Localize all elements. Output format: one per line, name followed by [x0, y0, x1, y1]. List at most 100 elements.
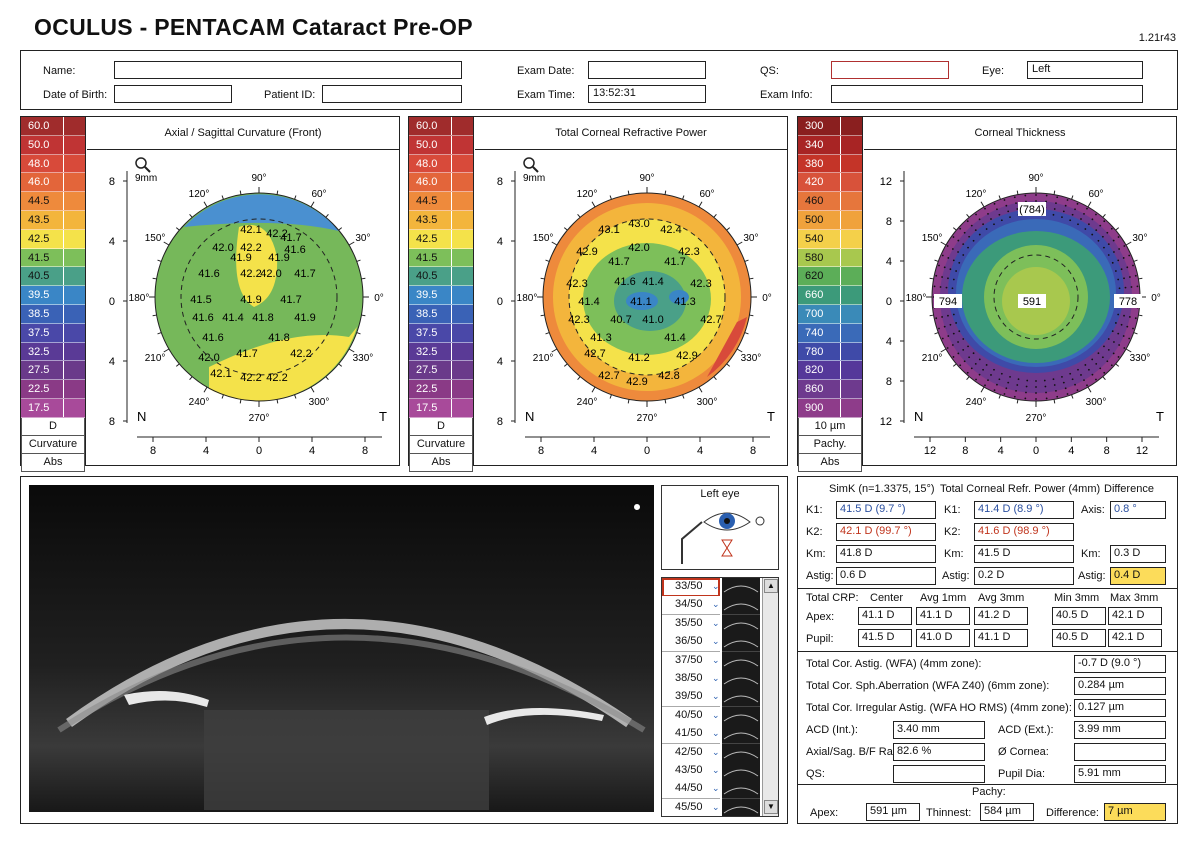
slice-thumbnail[interactable]	[722, 762, 760, 781]
color-scale[interactable]: 60.0 50.0 48.0 46.0 44.5 43.5 42.5 41.5 40.5 39.5…	[21, 117, 85, 472]
scale-step: 32.5	[409, 342, 473, 362]
scale-value: 500	[805, 213, 824, 226]
axis-tick-label: 8	[497, 416, 503, 428]
km-label: Km:	[806, 548, 826, 560]
scale-step: 38.5	[21, 304, 85, 324]
scale-step: 32.5	[21, 342, 85, 362]
axis-tick-label: 0	[256, 445, 262, 457]
slice-marker-icon: ⌄	[712, 728, 720, 739]
eye-field[interactable]: Left	[1027, 61, 1143, 79]
nasal-label: N	[525, 409, 534, 424]
scale-step: 17.5	[21, 398, 85, 418]
pachy-difference-label: Difference:	[1046, 807, 1099, 819]
scale-step: 43.5	[409, 210, 473, 230]
angle-label: 120°	[189, 189, 210, 200]
axis-tick-label: 12	[880, 416, 892, 428]
map-value-label: 41.8	[252, 312, 273, 324]
color-scale[interactable]: 60.0 50.0 48.0 46.0 44.5 43.5 42.5 41.5 40.5 39.5…	[409, 117, 473, 472]
map-plot[interactable]: 90° 60° 30° 0° 330° 300° 270° 240° 210° 180° 150° 1…	[87, 151, 399, 465]
scale-caption[interactable]: Curvature	[21, 435, 85, 454]
scale-value: 44.5	[416, 195, 438, 208]
slice-thumbnail[interactable]	[722, 743, 760, 763]
scale-value: 43.5	[28, 213, 50, 226]
slice-thumbnail[interactable]	[722, 633, 760, 653]
scroll-up-icon[interactable]: ▲	[764, 579, 778, 593]
slice-thumbnail[interactable]	[722, 614, 760, 634]
patient-id-field[interactable]	[322, 85, 462, 103]
magnifier-icon[interactable]	[523, 157, 539, 173]
scrollbar[interactable]: ▲ ▼	[762, 578, 778, 816]
crp-col-center: Center	[870, 592, 904, 604]
scale-caption[interactable]: Pachy.	[798, 435, 862, 454]
map-value-label: 42.3	[690, 278, 711, 290]
slice-thumbnail[interactable]	[722, 725, 760, 745]
qs-label: QS:	[806, 768, 825, 780]
map-value-label: (784)	[1019, 204, 1045, 216]
acd-ext-value: 3.99 mm	[1074, 721, 1166, 739]
qs-field[interactable]	[831, 61, 949, 79]
scale-value: 17.5	[28, 401, 50, 414]
map-value-label: 41.7	[608, 256, 629, 268]
dob-field[interactable]	[114, 85, 232, 103]
map-value-label: 41.1	[630, 296, 651, 308]
map-value-label: 43.1	[598, 224, 619, 236]
crp-pupil-value: 42.1 D	[1108, 629, 1162, 647]
scale-value: 41.5	[416, 251, 438, 264]
name-field[interactable]	[114, 61, 462, 79]
map-fill	[932, 193, 1140, 401]
slice-thumbnail[interactable]	[722, 688, 760, 708]
map-value-label: 42.9	[576, 246, 597, 258]
scale-step: 780	[798, 342, 862, 362]
crp-apex-value: 42.1 D	[1108, 607, 1162, 625]
scale-step: 340	[798, 135, 862, 155]
slice-thumbnail[interactable]	[722, 596, 760, 616]
scale-caption[interactable]: Curvature	[409, 435, 473, 454]
map-plot[interactable]: 90° 60° 30° 0° 330° 300° 270° 240° 210° 180° 150° 1…	[864, 151, 1176, 465]
map-value-label: 41.0	[642, 314, 663, 326]
axis-tick-label: 4	[203, 445, 209, 457]
pachy-difference-value: 7 µm	[1104, 803, 1166, 821]
exam-info-field[interactable]	[831, 85, 1143, 103]
map-value-label: 42.7	[700, 314, 721, 326]
slice-item[interactable]: 42/50	[662, 743, 720, 763]
exam-time-field[interactable]: 13:52:31	[588, 85, 706, 103]
slice-thumbnail[interactable]	[722, 670, 760, 689]
angle-label: 270°	[637, 413, 658, 424]
exam-date-field[interactable]	[588, 61, 706, 79]
scale-value: 60.0	[28, 120, 50, 132]
magnifier-icon[interactable]	[135, 157, 151, 173]
map-plot[interactable]: 90° 60° 30° 0° 330° 300° 270° 240° 210° 180° 150° 1…	[475, 151, 787, 465]
scale-value: 39.5	[416, 289, 438, 302]
color-scale[interactable]: 300 340 380 420 460 500 540 580 620 660 700 740 780 8…	[798, 117, 862, 472]
scale-value: 900	[805, 401, 824, 414]
scale-step: 300	[798, 117, 862, 136]
slice-item[interactable]: 34/50	[662, 596, 720, 616]
cornea-dia-label: Ø Cornea:	[998, 746, 1049, 758]
qs-value	[893, 765, 985, 783]
slice-thumbnail[interactable]	[722, 780, 760, 800]
crp-col-min3: Min 3mm	[1054, 592, 1100, 604]
slice-list[interactable]: 33/50 ⌄ 34/50 ⌄ 35/50 ⌄ 36/50 ⌄ 37/50 ⌄ 38/50 ⌄ 39/5…	[661, 577, 779, 817]
slice-thumbnail[interactable]	[722, 651, 760, 671]
angle-label: 0°	[374, 293, 384, 304]
map-value-label: 794	[939, 296, 957, 308]
slice-thumbnail[interactable]	[722, 798, 760, 816]
slice-thumbnail[interactable]	[722, 706, 760, 726]
eye-icon	[681, 512, 765, 564]
angle-label: 330°	[741, 353, 762, 364]
scale-caption: Abs	[409, 453, 473, 472]
irregular-astig-label: Total Cor. Irregular Astig. (WFA HO RMS)…	[806, 702, 1072, 714]
scale-value: 820	[805, 364, 824, 377]
scroll-down-icon[interactable]: ▼	[764, 800, 778, 814]
map-panel-1: 60.0 50.0 48.0 46.0 44.5 43.5 42.5 41.5 40.5 39.5…	[20, 116, 400, 472]
slice-item[interactable]: 45/50	[662, 798, 720, 816]
scheimpflug-image[interactable]	[29, 485, 654, 812]
slice-item[interactable]: 40/50	[662, 706, 720, 726]
scale-value: 27.5	[28, 364, 50, 377]
astig-diff-label: Astig:	[1078, 570, 1106, 582]
version-label: 1.21r43	[1138, 32, 1176, 44]
scale-value: 300	[805, 120, 824, 132]
scale-value: 32.5	[28, 345, 50, 358]
divider	[864, 149, 1176, 150]
slice-thumbnail[interactable]	[722, 578, 760, 597]
